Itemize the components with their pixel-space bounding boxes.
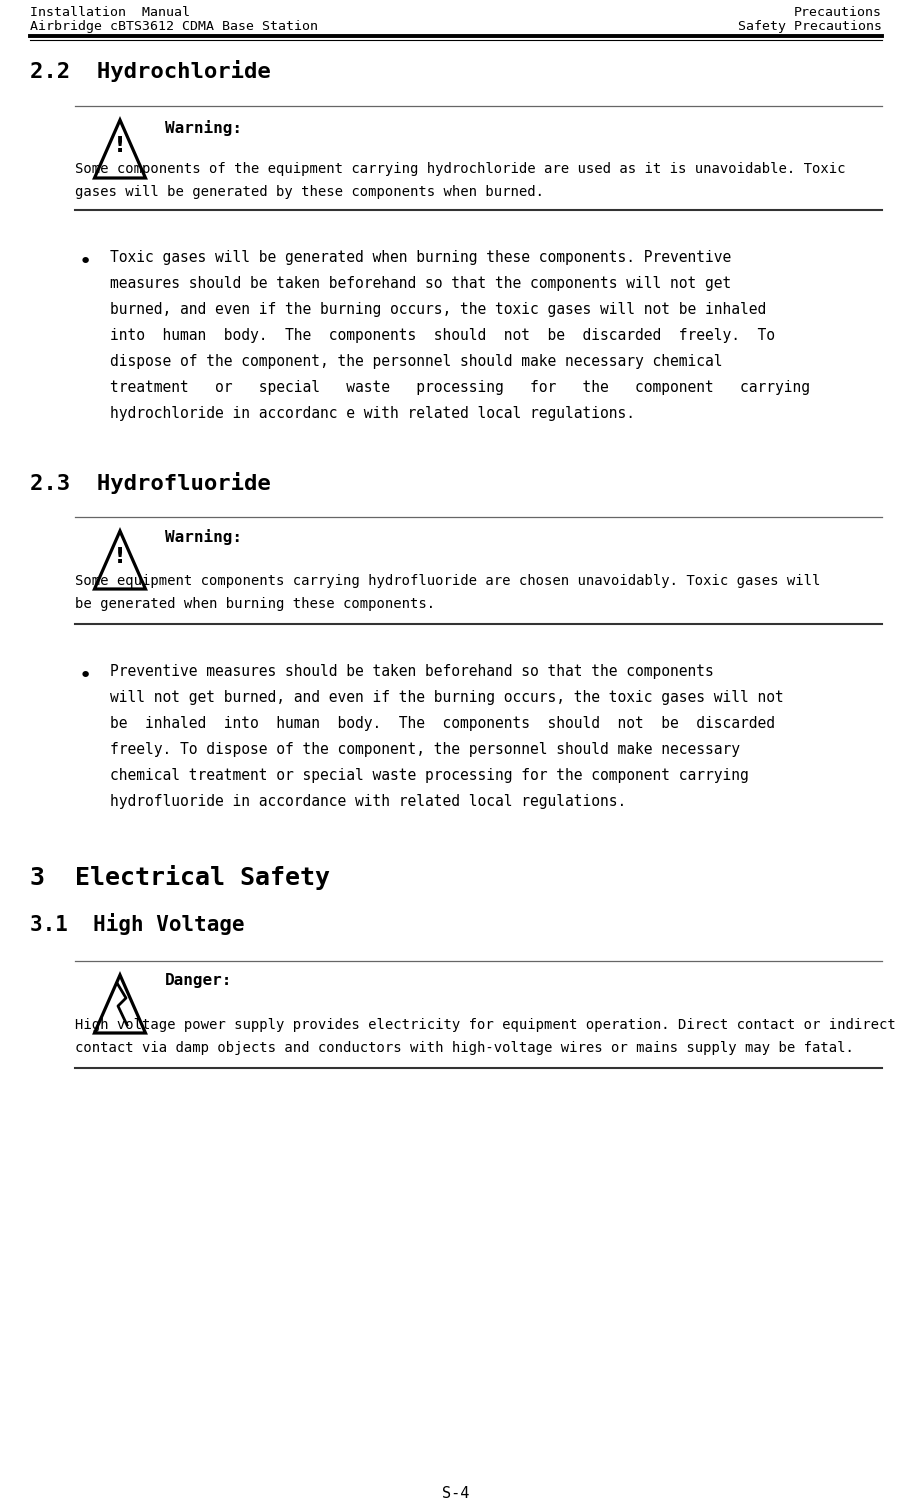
Text: Airbridge cBTS3612 CDMA Base Station: Airbridge cBTS3612 CDMA Base Station [30,20,318,33]
Text: chemical treatment or special waste processing for the component carrying: chemical treatment or special waste proc… [110,768,749,783]
Text: contact via damp objects and conductors with high-voltage wires or mains supply : contact via damp objects and conductors … [75,1041,854,1055]
Text: High voltage power supply provides electricity for equipment operation. Direct c: High voltage power supply provides elect… [75,1018,896,1032]
Text: •: • [78,666,92,686]
Text: will not get burned, and even if the burning occurs, the toxic gases will not: will not get burned, and even if the bur… [110,691,783,706]
Text: Warning:: Warning: [165,119,242,136]
Text: Some equipment components carrying hydrofluoride are chosen unavoidably. Toxic g: Some equipment components carrying hydro… [75,574,821,588]
Text: dispose of the component, the personnel should make necessary chemical: dispose of the component, the personnel … [110,354,722,369]
Text: Precautions: Precautions [794,6,882,20]
Text: into  human  body.  The  components  should  not  be  discarded  freely.  To: into human body. The components should n… [110,328,775,343]
Text: hydrochloride in accordanc e with related local regulations.: hydrochloride in accordanc e with relate… [110,406,635,422]
Text: 2.2  Hydrochloride: 2.2 Hydrochloride [30,60,271,82]
Text: 3  Electrical Safety: 3 Electrical Safety [30,864,330,890]
Text: Danger:: Danger: [165,973,232,988]
Text: treatment   or   special   waste   processing   for   the   component   carrying: treatment or special waste processing fo… [110,379,810,394]
Text: Installation  Manual: Installation Manual [30,6,190,20]
Text: be  inhaled  into  human  body.  The  components  should  not  be  discarded: be inhaled into human body. The componen… [110,716,775,731]
Text: measures should be taken beforehand so that the components will not get: measures should be taken beforehand so t… [110,277,732,292]
Text: 2.3  Hydrofluoride: 2.3 Hydrofluoride [30,471,271,494]
Text: burned, and even if the burning occurs, the toxic gases will not be inhaled: burned, and even if the burning occurs, … [110,302,766,317]
Text: Toxic gases will be generated when burning these components. Preventive: Toxic gases will be generated when burni… [110,249,732,264]
Text: Warning:: Warning: [165,529,242,545]
Text: gases will be generated by these components when burned.: gases will be generated by these compone… [75,184,544,199]
Text: freely. To dispose of the component, the personnel should make necessary: freely. To dispose of the component, the… [110,742,740,757]
Text: Safety Precautions: Safety Precautions [738,20,882,33]
Text: be generated when burning these components.: be generated when burning these componen… [75,597,435,610]
Text: !: ! [115,547,125,567]
Text: •: • [78,252,92,272]
Text: !: ! [115,136,125,156]
Text: hydrofluoride in accordance with related local regulations.: hydrofluoride in accordance with related… [110,793,626,808]
Text: Some components of the equipment carrying hydrochloride are used as it is unavoi: Some components of the equipment carryin… [75,162,845,175]
Text: S-4: S-4 [442,1485,469,1500]
Text: Preventive measures should be taken beforehand so that the components: Preventive measures should be taken befo… [110,663,713,678]
Text: 3.1  High Voltage: 3.1 High Voltage [30,913,245,935]
